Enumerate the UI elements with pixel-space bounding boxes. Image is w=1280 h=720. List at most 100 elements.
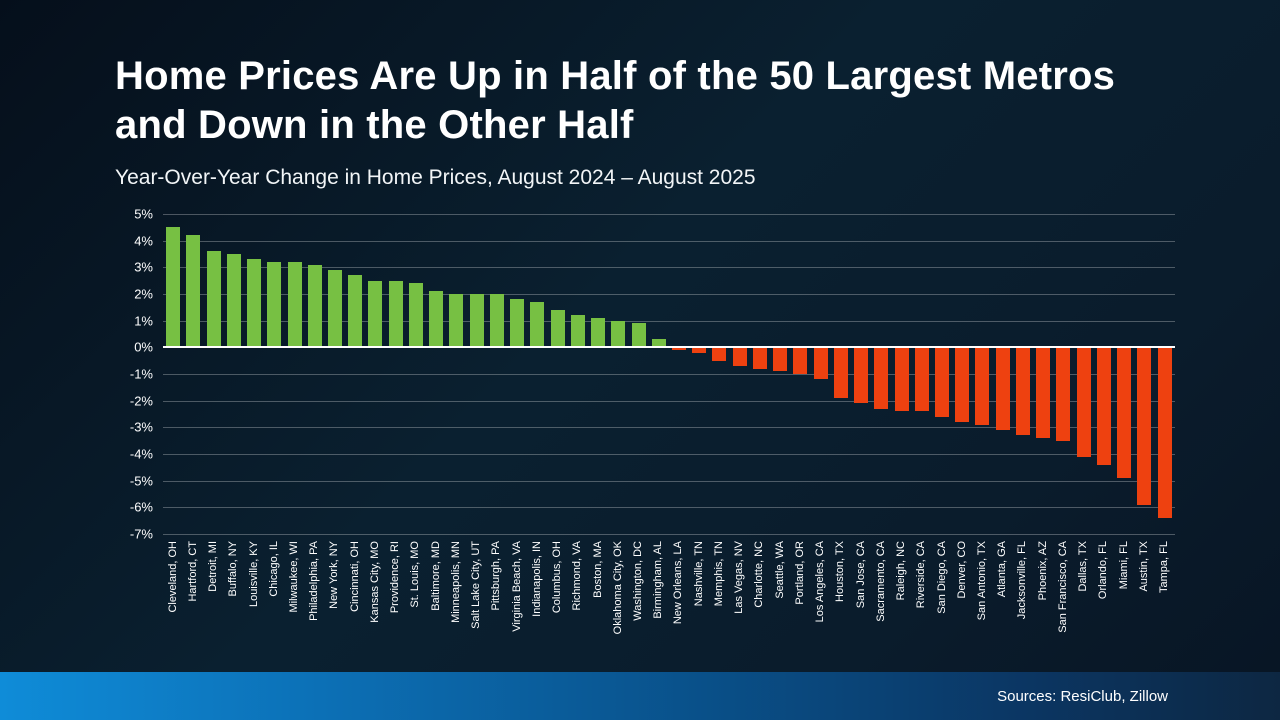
bar bbox=[408, 283, 423, 348]
x-axis-label: Austin, TX bbox=[1137, 541, 1150, 592]
bar-slot bbox=[750, 214, 770, 534]
bar-slot bbox=[993, 214, 1013, 534]
plot-area bbox=[163, 214, 1175, 535]
bar bbox=[773, 347, 788, 372]
x-axis-label: Houston, TX bbox=[834, 541, 847, 602]
gridline bbox=[163, 454, 1175, 455]
x-axis-label: Baltimore, MD bbox=[429, 541, 442, 611]
bar-slot bbox=[1013, 214, 1033, 534]
bar bbox=[530, 302, 545, 348]
bar bbox=[935, 347, 950, 417]
bar bbox=[813, 347, 828, 380]
bar bbox=[975, 347, 990, 425]
bar-slot bbox=[305, 214, 325, 534]
bar bbox=[671, 347, 686, 350]
bar-slot bbox=[365, 214, 385, 534]
footer-bar: Sources: ResiClub, Zillow bbox=[0, 672, 1280, 720]
gridline bbox=[163, 294, 1175, 295]
bar-slot bbox=[932, 214, 952, 534]
bar-slot bbox=[912, 214, 932, 534]
bar bbox=[510, 299, 525, 348]
bar-slot bbox=[1114, 214, 1134, 534]
y-axis-tick-label: 5% bbox=[134, 206, 153, 222]
page-title: Home Prices Are Up in Half of the 50 Lar… bbox=[115, 52, 1200, 150]
y-axis-tick-label: -7% bbox=[129, 526, 153, 542]
bar bbox=[631, 323, 646, 348]
bar bbox=[489, 294, 504, 348]
x-axis-label: Washington, DC bbox=[632, 541, 644, 621]
bar bbox=[348, 275, 363, 348]
gridline bbox=[163, 400, 1175, 402]
bar-slot bbox=[891, 214, 911, 534]
x-axis-label: Nashville, TN bbox=[692, 541, 705, 607]
y-axis-tick-label: -6% bbox=[129, 499, 153, 515]
bar-slot bbox=[527, 214, 547, 534]
bar-slot bbox=[770, 214, 790, 534]
page-title-line2: and Down in the Other Half bbox=[115, 102, 634, 147]
bars bbox=[163, 214, 1175, 534]
x-axis-label: Atlanta, GA bbox=[996, 541, 1009, 598]
bar-slot bbox=[871, 214, 891, 534]
bar bbox=[732, 347, 747, 366]
bar bbox=[1015, 347, 1030, 436]
gridline bbox=[163, 320, 1175, 322]
x-axis-label: Las Vegas, NV bbox=[733, 541, 746, 614]
bar bbox=[874, 347, 889, 409]
bar bbox=[651, 339, 666, 348]
bar bbox=[854, 347, 869, 404]
x-axis-label: Boston, MA bbox=[591, 541, 604, 598]
x-axis-label: Memphis, TN bbox=[712, 541, 725, 607]
x-axis-label: Oklahoma City, OK bbox=[611, 541, 624, 635]
bar-slot bbox=[224, 214, 244, 534]
gridline bbox=[163, 374, 1175, 375]
x-axis-label: New Orleans, LA bbox=[672, 541, 685, 625]
x-axis-label: Detroit, MI bbox=[207, 541, 220, 592]
x-axis-label: Milwaukee, WI bbox=[288, 541, 301, 613]
bar-slot bbox=[649, 214, 669, 534]
bar bbox=[226, 254, 241, 348]
chart-subtitle: Year-Over-Year Change in Home Prices, Au… bbox=[115, 165, 756, 189]
gridline bbox=[163, 240, 1175, 242]
bar-slot bbox=[446, 214, 466, 534]
x-axis-label: Birmingham, AL bbox=[652, 541, 665, 619]
x-axis-label: Buffalo, NY bbox=[227, 541, 240, 597]
x-axis-label: Louisville, KY bbox=[247, 541, 260, 608]
bar bbox=[955, 347, 970, 422]
bar bbox=[995, 347, 1010, 430]
x-axis-label: Kansas City, MO bbox=[368, 541, 381, 623]
bar bbox=[550, 310, 565, 348]
bar-slot bbox=[547, 214, 567, 534]
bar bbox=[287, 262, 302, 348]
x-axis-label: Portland, OR bbox=[793, 541, 806, 605]
bar bbox=[692, 347, 707, 353]
bar bbox=[469, 294, 484, 348]
x-axis-label: Charlotte, NC bbox=[753, 541, 766, 608]
bar bbox=[712, 347, 727, 361]
bar bbox=[914, 347, 929, 412]
gridline bbox=[163, 267, 1175, 269]
bar-slot bbox=[709, 214, 729, 534]
bar bbox=[894, 347, 909, 412]
y-axis-tick-label: 2% bbox=[134, 286, 153, 302]
x-axis-label: Minneapolis, MN bbox=[449, 541, 462, 623]
bar-slot bbox=[972, 214, 992, 534]
bar bbox=[1076, 347, 1091, 457]
bar-slot bbox=[628, 214, 648, 534]
y-axis-tick-label: -5% bbox=[129, 473, 153, 489]
bar bbox=[833, 347, 848, 398]
bar bbox=[206, 251, 221, 348]
x-axis-label: San Jose, CA bbox=[854, 541, 867, 609]
bar-slot bbox=[386, 214, 406, 534]
bar-slot bbox=[588, 214, 608, 534]
x-axis-label: Jacksonville, FL bbox=[1016, 541, 1029, 620]
bar-slot bbox=[507, 214, 527, 534]
bar bbox=[429, 291, 444, 348]
zero-line bbox=[163, 346, 1175, 349]
bar bbox=[1056, 347, 1071, 441]
x-axis-label: Orlando, FL bbox=[1097, 541, 1110, 600]
bar-slot bbox=[1074, 214, 1094, 534]
gridline bbox=[163, 214, 1175, 215]
bar-slot bbox=[851, 214, 871, 534]
x-axis-label: Pittsburgh, PA bbox=[490, 541, 503, 611]
